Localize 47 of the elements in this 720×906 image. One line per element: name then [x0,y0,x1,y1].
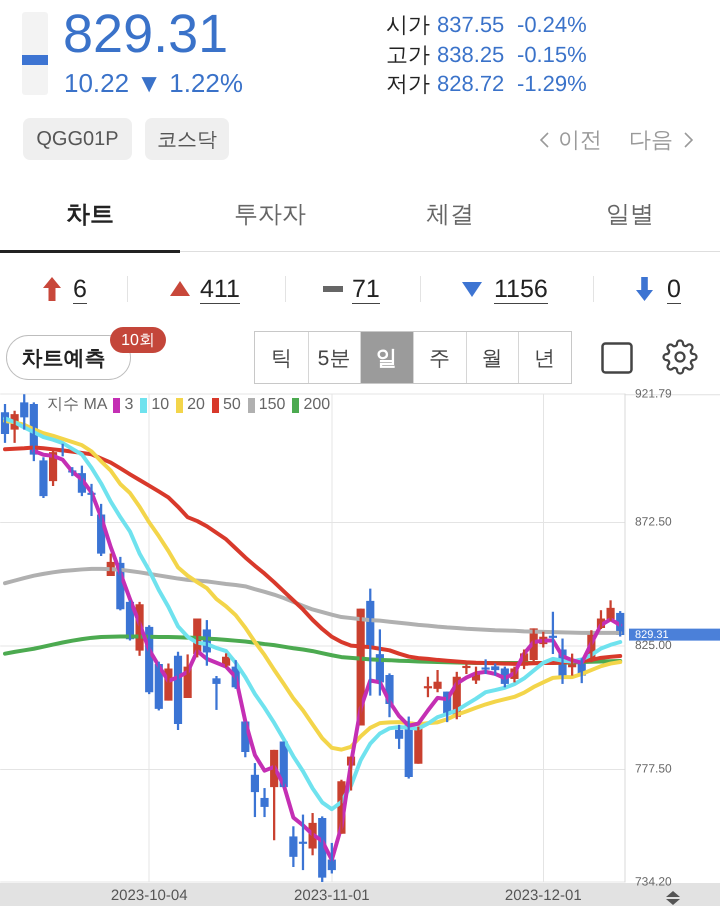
x-tick-label: 2023-10-04 [110,887,188,904]
x-tick-label: 2023-11-01 [294,887,370,904]
tab[interactable]: 투자자 [180,194,360,234]
legend-label: 150 [258,396,286,414]
y-tick-label: 734.20 [635,874,672,888]
text: 411 [200,275,240,303]
x-tick-label: 2023-12-01 [504,887,582,904]
text: 년 [534,346,556,372]
legend-label: 10 [151,396,170,414]
legend-title: 지수 MA [47,396,108,414]
text: 다음 [629,127,673,152]
tab[interactable]: 일별 [540,194,720,234]
legend-label: 20 [187,396,205,414]
text: 차트예측 [22,346,106,372]
segmented-control[interactable] [254,331,572,384]
text: 이전 [558,127,602,152]
y-tick-label: 777.50 [635,762,672,776]
legend-label: 50 [222,396,241,414]
text: 코스닥 [157,128,217,152]
text: 10회 [121,330,155,350]
text: 829.31 [63,4,228,64]
text: -0.15% [517,42,587,67]
text: 월 [481,346,502,372]
y-tick-label: 921.79 [635,386,672,401]
text: -0.24% [517,12,587,37]
chart-subtitle: 10.22 ▼ 1.22% [64,68,243,98]
text: 71 [352,275,380,303]
text: 828.72 [437,71,504,96]
text: 시가 [386,12,430,37]
text: 1156 [494,275,548,303]
text: 5분 [318,346,350,372]
text: 틱 [270,346,292,372]
legend-label: 200 [303,396,330,414]
text: 주 [428,346,450,372]
text: 838.25 [437,42,504,67]
text: 6 [73,275,87,303]
legend-label: 3 [124,396,134,414]
text: 837.55 [437,12,504,37]
text: 일 [376,346,398,372]
text: 고가 [386,42,430,67]
text: QGG01P [36,128,119,150]
y-tick-label: 872.50 [635,514,672,529]
text: 저가 [386,71,430,96]
tab[interactable]: 차트 [0,194,180,234]
text: 0 [667,275,681,303]
tab[interactable]: 체결 [360,194,540,234]
text: -1.29% [517,71,587,96]
